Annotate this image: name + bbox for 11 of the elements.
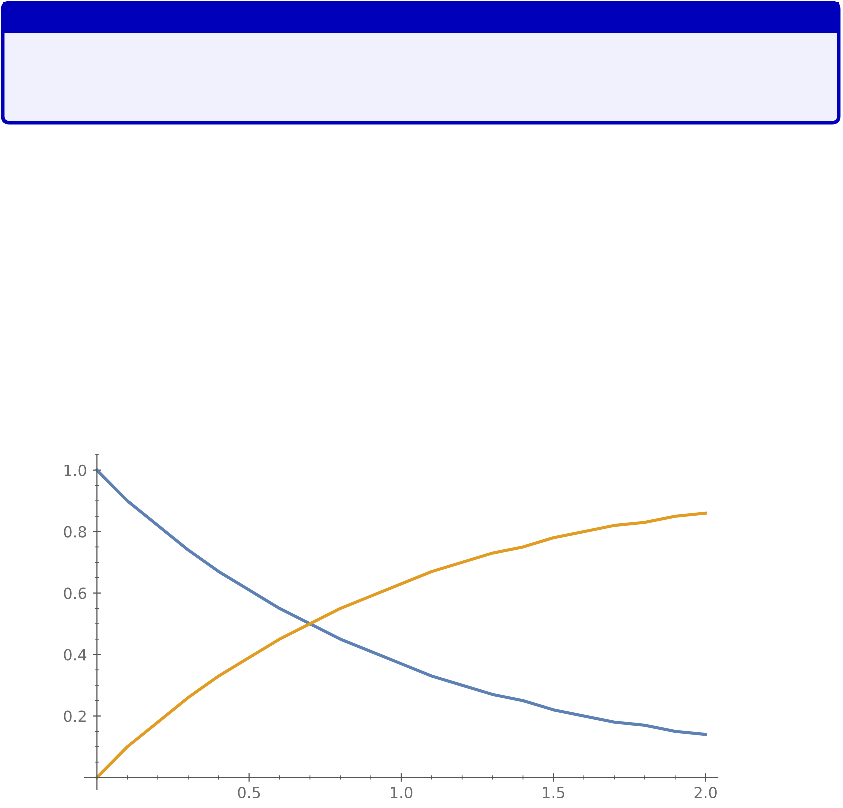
- y-tick-label: 0.8: [64, 526, 86, 538]
- line-series: [96, 468, 708, 736]
- x-tick-label: 1.0: [391, 787, 413, 799]
- y-tick-label: 0.6: [64, 588, 86, 600]
- x-tick-label: 2.0: [694, 787, 717, 799]
- x-tick-label: 0.5: [238, 787, 260, 799]
- x-tick-label: 1.5: [543, 787, 564, 799]
- y-tick-label: 0.2: [64, 710, 86, 722]
- y-tick-label: 0.4: [64, 649, 87, 661]
- line-series: [96, 512, 708, 780]
- y-tick-label: 1.0: [64, 464, 86, 476]
